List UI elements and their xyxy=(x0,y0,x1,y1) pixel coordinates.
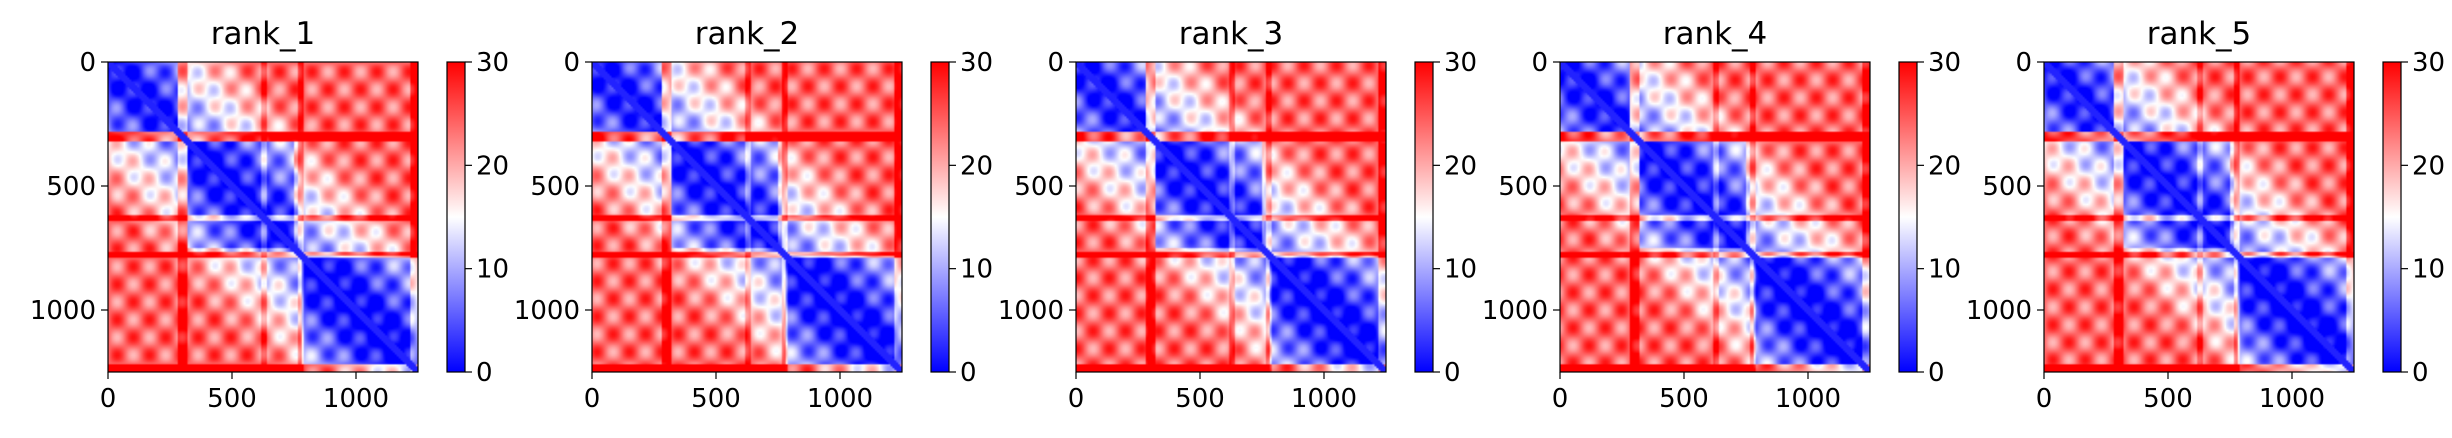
x-tick-label: 1000 xyxy=(1775,384,1841,414)
colorbar-tick-label: 0 xyxy=(1928,358,1945,388)
heatmap-image xyxy=(2044,62,2354,372)
y-tick-label: 0 xyxy=(1047,48,1064,78)
colorbar-tick-label: 10 xyxy=(476,255,509,285)
y-tick-label: 500 xyxy=(46,172,96,202)
colorbar-tick-label: 20 xyxy=(1928,151,1961,181)
heatmap-panel-4: rank_4 0 500 1000 0 500 1000 0 10 20 30 xyxy=(1482,16,1961,414)
plot-frame xyxy=(1559,61,1871,373)
colorbar-tick-label: 30 xyxy=(476,48,509,78)
plot-frame xyxy=(1075,61,1387,373)
x-tick-label: 0 xyxy=(2036,384,2053,414)
panel-title: rank_2 xyxy=(695,16,800,52)
heatmap-image xyxy=(108,62,418,372)
x-tick-label: 500 xyxy=(207,384,257,414)
x-tick-label: 500 xyxy=(691,384,741,414)
x-tick-label: 0 xyxy=(100,384,117,414)
colorbar-tick-label: 0 xyxy=(2412,358,2429,388)
plot-frame xyxy=(107,61,419,373)
colorbar-tick-label: 30 xyxy=(960,48,993,78)
colorbar-tick-label: 30 xyxy=(1444,48,1477,78)
plot-frame xyxy=(591,61,903,373)
y-tick-label: 500 xyxy=(530,172,580,202)
x-tick-label: 500 xyxy=(1659,384,1709,414)
heatmap-panel-3: rank_3 0 500 1000 0 500 1000 0 10 20 30 xyxy=(998,16,1477,414)
y-tick-label: 0 xyxy=(79,48,96,78)
colorbar-tick-label: 10 xyxy=(960,255,993,285)
panel-title: rank_4 xyxy=(1663,16,1768,52)
colorbar-tick-label: 10 xyxy=(1928,255,1961,285)
x-tick-label: 0 xyxy=(1068,384,1085,414)
y-tick-label: 1000 xyxy=(1482,296,1548,326)
x-tick-label: 0 xyxy=(1552,384,1569,414)
x-tick-label: 1000 xyxy=(1291,384,1357,414)
colorbar-tick-label: 20 xyxy=(2412,151,2445,181)
x-tick-label: 1000 xyxy=(2259,384,2325,414)
y-tick-label: 1000 xyxy=(1966,296,2032,326)
y-tick-label: 0 xyxy=(2015,48,2032,78)
y-tick-label: 0 xyxy=(1531,48,1548,78)
x-tick-label: 1000 xyxy=(323,384,389,414)
colorbar xyxy=(1414,61,1434,373)
colorbar-tick-label: 20 xyxy=(476,151,509,181)
y-tick-label: 500 xyxy=(1982,172,2032,202)
panel-title: rank_5 xyxy=(2147,16,2252,52)
heatmap-image xyxy=(1076,62,1386,372)
colorbar xyxy=(930,61,950,373)
heatmap-image xyxy=(1560,62,1870,372)
colorbar-tick-label: 0 xyxy=(476,358,493,388)
x-tick-label: 0 xyxy=(584,384,601,414)
heatmap-panel-1: rank_1 0 500 1000 0 500 1000 0 10 20 30 xyxy=(30,16,509,414)
panel-title: rank_1 xyxy=(211,16,316,52)
heatmap-panel-2: rank_2 0 500 1000 0 500 1000 0 10 20 30 xyxy=(514,16,993,414)
y-tick-label: 1000 xyxy=(30,296,96,326)
heatmap-image xyxy=(592,62,902,372)
colorbar-tick-label: 0 xyxy=(960,358,977,388)
y-tick-label: 0 xyxy=(563,48,580,78)
y-tick-label: 1000 xyxy=(998,296,1064,326)
y-tick-label: 500 xyxy=(1014,172,1064,202)
colorbar-tick-label: 30 xyxy=(1928,48,1961,78)
x-tick-label: 500 xyxy=(1175,384,1225,414)
colorbar xyxy=(2382,61,2402,373)
plot-frame xyxy=(2043,61,2355,373)
colorbar-tick-label: 20 xyxy=(1444,151,1477,181)
colorbar-tick-label: 10 xyxy=(1444,255,1477,285)
colorbar-tick-label: 10 xyxy=(2412,255,2445,285)
heatmap-panel-5: rank_5 0 500 1000 0 500 1000 0 10 20 30 xyxy=(1966,16,2445,414)
colorbar xyxy=(446,61,466,373)
y-tick-label: 500 xyxy=(1498,172,1548,202)
x-tick-label: 1000 xyxy=(807,384,873,414)
x-tick-label: 500 xyxy=(2143,384,2193,414)
colorbar xyxy=(1898,61,1918,373)
colorbar-tick-label: 0 xyxy=(1444,358,1461,388)
colorbar-tick-label: 30 xyxy=(2412,48,2445,78)
panel-title: rank_3 xyxy=(1179,16,1284,52)
colorbar-tick-label: 20 xyxy=(960,151,993,181)
y-tick-label: 1000 xyxy=(514,296,580,326)
